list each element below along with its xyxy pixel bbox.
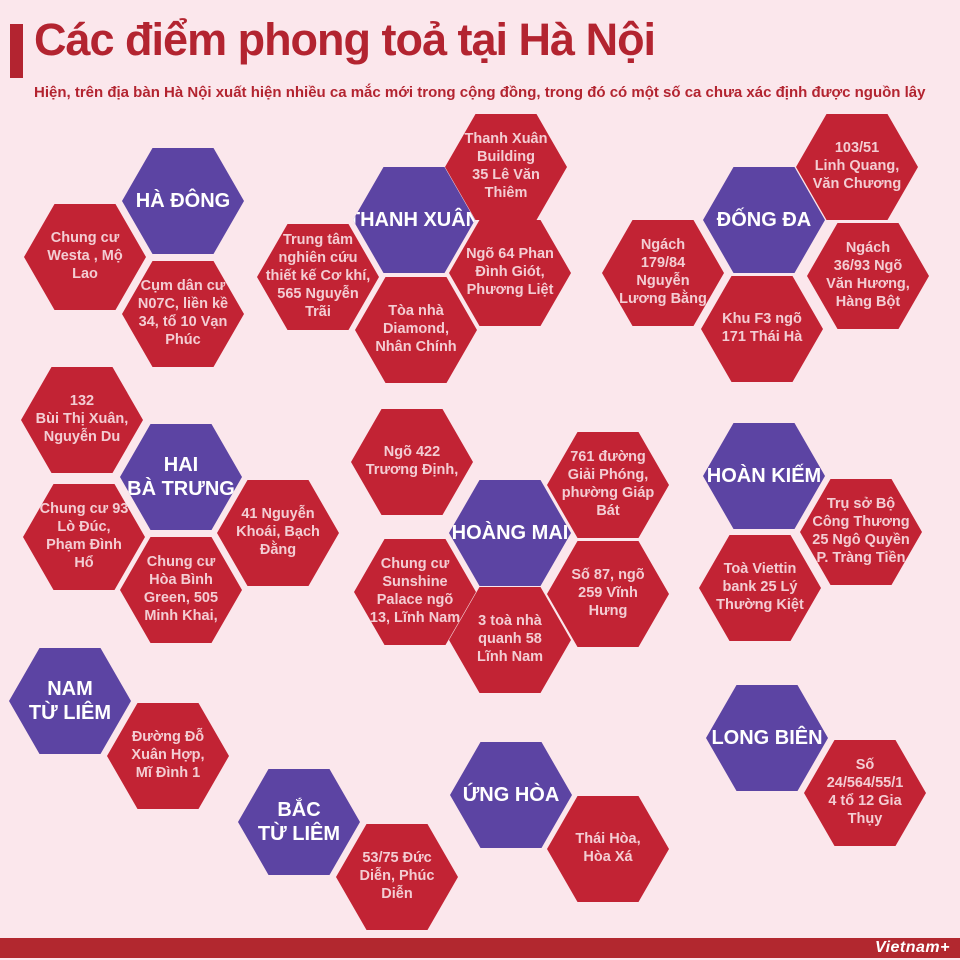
footer-bar: Vietnam+ bbox=[0, 938, 960, 958]
location-hexagon-label: Số 87, ngõ 259 Vĩnh Hưng bbox=[571, 567, 645, 619]
location-hexagon-label: 53/75 Đức Diễn, Phúc Diễn bbox=[359, 850, 435, 902]
district-hexagon: HÀ ĐÔNG bbox=[122, 148, 244, 254]
page-title: Các điểm phong toả tại Hà Nội bbox=[34, 14, 656, 65]
district-hexagon: NAM TỪ LIÊM bbox=[9, 648, 131, 754]
location-hexagon: Ngách 36/93 Ngõ Văn Hương, Hàng Bột bbox=[807, 223, 929, 329]
location-hexagon-label: Chung cư 93 Lò Đúc, Phạm Đình Hổ bbox=[39, 501, 129, 571]
location-hexagon-label: 761 đường Giải Phóng, phường Giáp Bát bbox=[561, 449, 655, 519]
location-hexagon: Cụm dân cư N07C, liền kề 34, tổ 10 Vạn P… bbox=[122, 261, 244, 367]
location-hexagon-label: Chung cư Westa , Mộ Lao bbox=[47, 230, 123, 282]
district-hexagon: ỨNG HÒA bbox=[450, 742, 572, 848]
district-hexagon-label: HOÀNG MAI bbox=[451, 521, 569, 544]
location-hexagon-label: Chung cư Sunshine Palace ngõ 13, Lĩnh Na… bbox=[369, 556, 461, 626]
location-hexagon: Chung cư Sunshine Palace ngõ 13, Lĩnh Na… bbox=[354, 539, 476, 645]
location-hexagon-label: 3 toà nhà quanh 58 Lĩnh Nam bbox=[476, 613, 544, 665]
location-hexagon: Khu F3 ngõ 171 Thái Hà bbox=[701, 276, 823, 382]
location-hexagon-label: Số 24/564/55/1 4 tổ 12 Gia Thụy bbox=[826, 757, 904, 827]
district-hexagon: BẮC TỪ LIÊM bbox=[238, 769, 360, 875]
district-hexagon-label: LONG BIÊN bbox=[711, 726, 823, 749]
district-hexagon: LONG BIÊN bbox=[706, 685, 828, 791]
location-hexagon: 761 đường Giải Phóng, phường Giáp Bát bbox=[547, 432, 669, 538]
district-hexagon: HOÀNG MAI bbox=[449, 480, 571, 586]
location-hexagon-label: Khu F3 ngõ 171 Thái Hà bbox=[721, 311, 803, 345]
district-hexagon-label: ỨNG HÒA bbox=[462, 783, 560, 806]
district-hexagon: HAI BÀ TRƯNG bbox=[120, 424, 242, 530]
location-hexagon-label: Đường Đỗ Xuân Hợp, Mĩ Đình 1 bbox=[131, 729, 205, 781]
location-hexagon-label: Chung cư Hòa Bình Green, 505 Minh Khai, bbox=[143, 554, 219, 624]
district-hexagon-label: BẮC TỪ LIÊM bbox=[257, 798, 341, 845]
district-hexagon: THANH XUÂN bbox=[353, 167, 475, 273]
location-hexagon-label: Ngách 36/93 Ngõ Văn Hương, Hàng Bột bbox=[826, 240, 910, 310]
location-hexagon-label: Ngõ 422 Trương Định, bbox=[365, 444, 459, 478]
location-hexagon: Trụ sở Bộ Công Thương 25 Ngô Quyền P. Tr… bbox=[800, 479, 922, 585]
location-hexagon-label: 41 Nguyễn Khoái, Bạch Đằng bbox=[236, 506, 320, 558]
location-hexagon-label: 103/51 Linh Quang, Văn Chương bbox=[812, 140, 902, 192]
location-hexagon-label: Trụ sở Bộ Công Thương 25 Ngô Quyền P. Tr… bbox=[812, 496, 910, 566]
location-hexagon: 41 Nguyễn Khoái, Bạch Đằng bbox=[217, 480, 339, 586]
location-hexagon-label: Toà Viettin bank 25 Lý Thường Kiệt bbox=[716, 561, 804, 613]
location-hexagon-label: Tòa nhà Diamond, Nhân Chính bbox=[375, 303, 457, 355]
title-accent-bar bbox=[10, 24, 23, 78]
location-hexagon: Chung cư Westa , Mộ Lao bbox=[24, 204, 146, 310]
district-hexagon-label: ĐỐNG ĐA bbox=[716, 208, 812, 231]
location-hexagon: Số 24/564/55/1 4 tổ 12 Gia Thụy bbox=[804, 740, 926, 846]
location-hexagon: Ngách 179/84 Nguyễn Lương Bằng bbox=[602, 220, 724, 326]
district-hexagon-label: THANH XUÂN bbox=[347, 208, 481, 231]
district-hexagon-label: NAM TỪ LIÊM bbox=[28, 677, 112, 724]
page-subtitle: Hiện, trên địa bàn Hà Nội xuất hiện nhiề… bbox=[34, 84, 926, 101]
district-hexagon: HOÀN KIẾM bbox=[703, 423, 825, 529]
location-hexagon: Chung cư 93 Lò Đúc, Phạm Đình Hổ bbox=[23, 484, 145, 590]
location-hexagon-label: 132 Bùi Thị Xuân, Nguyễn Du bbox=[35, 393, 129, 445]
location-hexagon: Toà Viettin bank 25 Lý Thường Kiệt bbox=[699, 535, 821, 641]
location-hexagon-label: Cụm dân cư N07C, liền kề 34, tổ 10 Vạn P… bbox=[137, 278, 229, 348]
location-hexagon: Trung tâm nghiên cứu thiết kế Cơ khí, 56… bbox=[257, 224, 379, 330]
location-hexagon: Ngõ 422 Trương Định, bbox=[351, 409, 473, 515]
location-hexagon-label: Ngõ 64 Phan Đình Giót, Phương Liệt bbox=[466, 246, 554, 298]
location-hexagon-label: Trung tâm nghiên cứu thiết kế Cơ khí, 56… bbox=[265, 232, 371, 320]
location-hexagon: Tòa nhà Diamond, Nhân Chính bbox=[355, 277, 477, 383]
district-hexagon-label: HAI BÀ TRƯNG bbox=[127, 453, 235, 500]
location-hexagon-label: Thái Hòa, Hòa Xá bbox=[575, 831, 641, 865]
location-hexagon: Thái Hòa, Hòa Xá bbox=[547, 796, 669, 902]
location-hexagon: 132 Bùi Thị Xuân, Nguyễn Du bbox=[21, 367, 143, 473]
location-hexagon-label: Ngách 179/84 Nguyễn Lương Bằng bbox=[619, 237, 707, 307]
location-hexagon: 53/75 Đức Diễn, Phúc Diễn bbox=[336, 824, 458, 930]
location-hexagon: Đường Đỗ Xuân Hợp, Mĩ Đình 1 bbox=[107, 703, 229, 809]
location-hexagon-label: Thanh Xuân Building 35 Lê Văn Thiêm bbox=[464, 131, 548, 201]
location-hexagon: Chung cư Hòa Bình Green, 505 Minh Khai, bbox=[120, 537, 242, 643]
location-hexagon: Ngõ 64 Phan Đình Giót, Phương Liệt bbox=[449, 220, 571, 326]
brand-logo: Vietnam+ bbox=[875, 939, 950, 956]
district-hexagon-label: HÀ ĐÔNG bbox=[135, 189, 231, 212]
district-hexagon-label: HOÀN KIẾM bbox=[706, 464, 822, 487]
